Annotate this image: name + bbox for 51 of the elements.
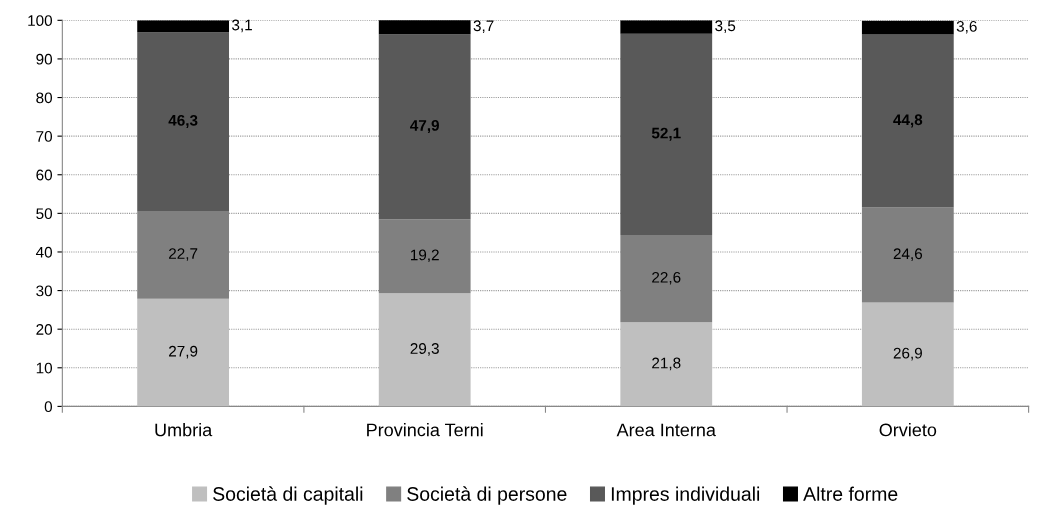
legend-label: Società di capitali <box>213 486 363 505</box>
bar <box>137 32 230 212</box>
bar <box>137 298 230 407</box>
data-label: 26,9 <box>893 347 922 361</box>
bar <box>861 207 954 303</box>
legend-label: Altre forme <box>803 486 898 501</box>
bar <box>620 33 713 235</box>
bar <box>861 302 954 407</box>
bar <box>620 322 713 407</box>
y-tick-label: 0 <box>44 401 53 413</box>
data-label: 3,1 <box>232 19 252 33</box>
data-label: 44,8 <box>893 114 923 128</box>
y-tick-label: 80 <box>36 92 53 104</box>
y-tick-label: 20 <box>36 324 53 335</box>
bar <box>861 34 954 208</box>
bar <box>861 20 954 35</box>
y-tick-label: 30 <box>36 285 53 297</box>
data-label: 22,7 <box>169 248 198 261</box>
data-label: 3,6 <box>956 20 977 34</box>
y-tick-label: 90 <box>36 53 53 65</box>
data-label: 24,6 <box>893 248 923 261</box>
bar <box>620 20 713 34</box>
bar <box>378 293 471 407</box>
bar <box>378 34 471 220</box>
x-tick-label: Orvieto <box>879 423 937 437</box>
bar <box>378 20 471 35</box>
x-tick-label: Umbria <box>155 423 213 437</box>
bar <box>620 234 713 323</box>
data-label: 47,9 <box>410 119 439 133</box>
data-label: 19,2 <box>410 249 439 263</box>
y-tick-label: 70 <box>36 131 53 142</box>
bar <box>378 219 471 294</box>
data-label: 21,8 <box>652 357 681 371</box>
y-tick-label: 60 <box>36 169 53 181</box>
x-tick-label: Provincia Terni <box>367 423 483 437</box>
data-label: 52,1 <box>651 127 681 141</box>
bar <box>137 211 230 299</box>
data-label: 3,7 <box>473 20 494 33</box>
y-tick-label: 100 <box>28 15 53 27</box>
y-tick-label: 40 <box>35 246 53 258</box>
y-tick-label: 50 <box>36 208 53 220</box>
x-tick-label: Area Interna <box>616 423 716 437</box>
data-label: 27,9 <box>169 345 198 359</box>
bar <box>137 20 230 33</box>
data-label: 22,6 <box>652 271 681 285</box>
data-label: 46,3 <box>168 114 198 128</box>
legend-label: Impres individuali <box>611 486 760 505</box>
y-tick-label: 10 <box>36 362 53 374</box>
data-label: 29,3 <box>410 343 439 356</box>
data-label: 3,5 <box>715 20 736 33</box>
legend-label: Società di persone <box>407 486 567 505</box>
